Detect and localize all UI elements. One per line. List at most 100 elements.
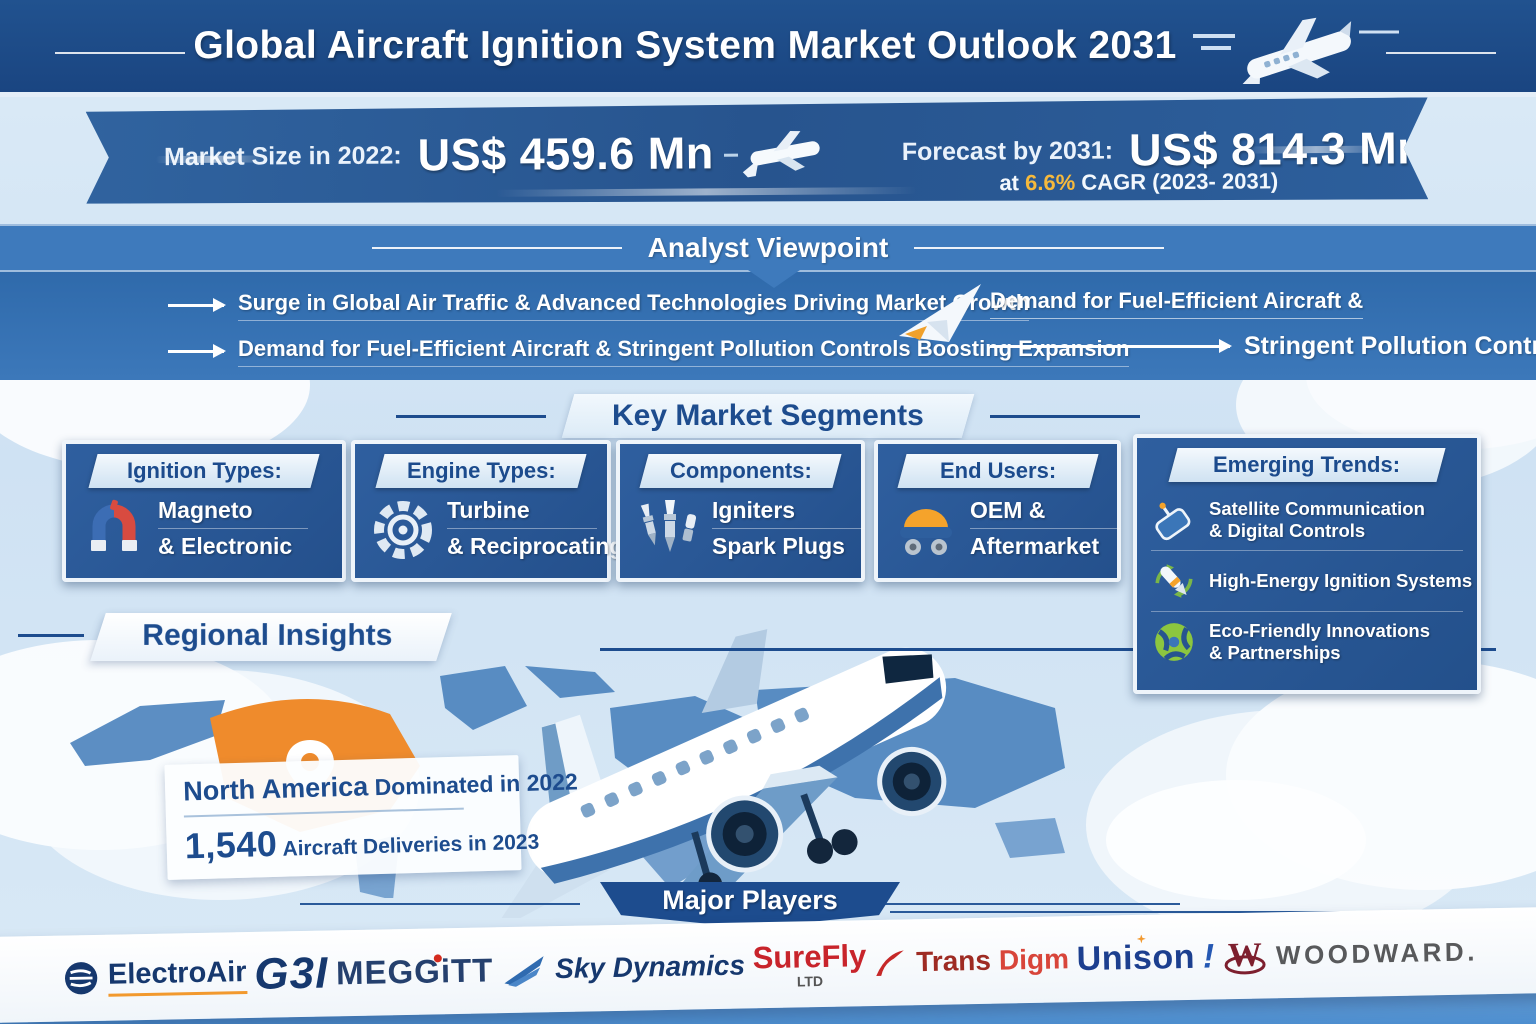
cloud-decoration [1106,780,1366,900]
arrow-right-icon [168,298,226,312]
speed-streak [156,155,266,163]
arrow-right-icon [990,339,1232,353]
segment-value: & Reciprocating [447,532,624,559]
forecast-label: Forecast by 2031: [901,136,1114,166]
segment-card-header: Components: [639,454,842,488]
cagr-prefix: at [999,170,1026,196]
trend-line: & Digital Controls [1209,520,1366,541]
segment-value: Magneto [158,496,253,523]
emerging-trends-header: Emerging Trends: [1168,448,1446,482]
worker-helmet-icon [900,509,952,555]
segment-card-body: Turbine & Reciprocating [365,496,623,560]
header-rule [371,247,622,249]
trend-text: Eco-Friendly Innovations & Partnerships [1209,620,1430,664]
header-rule [989,414,1140,418]
divider [890,911,1450,913]
segment-card-header: Ignition Types: [88,454,320,488]
header-rule [18,634,84,637]
segment-card-header-text: Ignition Types: [126,458,282,483]
airplane-icon [1193,17,1399,84]
transdigm-icon [876,950,905,976]
regional-insights-title: Regional Insights [142,619,393,652]
cagr-note: at 6.6% CAGR (2023- 2031) [999,168,1278,196]
page-title: Global Aircraft Ignition System Market O… [193,24,1177,67]
analyst-viewpoint-title: Analyst Viewpoint [647,232,889,263]
analyst-viewpoint-header: Analyst Viewpoint [0,224,1536,272]
analyst-point-text: Stringent Pollution Controls [1244,332,1536,360]
analyst-point: Surge in Global Air Traffic & Advanced T… [168,290,1030,321]
analyst-point-text: Demand for Fuel-Efficient Aircraft & Str… [238,336,1130,367]
segment-card-header: End Users: [897,454,1098,488]
divider [300,903,580,905]
segment-card-header-text: End Users: [939,458,1056,483]
trend-item: High-Energy Ignition Systems [1151,550,1472,611]
emerging-trends-header-text: Emerging Trends: [1213,452,1401,477]
trend-line: Eco-Friendly Innovations [1209,620,1430,641]
regional-insights-banner: Regional Insights [90,613,452,661]
segment-value: Spark Plugs [712,532,845,559]
segment-card-engine-types: Engine Types: Turbine & Reciprocating [351,440,623,582]
trend-item: Satellite Communication & Digital Contro… [1151,490,1463,550]
logo-g3i: G3I [254,948,329,999]
segment-card-header-text: Components: [669,458,812,483]
spark-plugs-icon [640,500,697,552]
trend-text: Satellite Communication & Digital Contro… [1209,498,1425,542]
electroair-icon [64,962,98,995]
cagr-suffix: CAGR (2023- 2031) [1075,168,1279,195]
magnet-icon [91,499,137,551]
logo-subtext: LTD [796,972,824,989]
speed-streak [1246,146,1386,154]
segment-value: & Electronic [158,532,293,559]
woodward-icon: W [1224,937,1266,975]
header-bar: Global Aircraft Ignition System Market O… [0,0,1536,97]
logo-surefly: SureFly LTD [752,938,867,989]
divider [712,527,862,529]
segment-card-header: Engine Types: [375,454,587,488]
logo-text: Digm [998,943,1070,976]
deliveries-label: Aircraft Deliveries in 2023 [277,830,540,861]
logo-text: Trans [915,944,992,978]
major-players-logo-strip: ElectroAir G3I MEGGiTT Sky Dynamics Sure… [0,906,1536,1024]
analyst-point-text: Demand for Fuel-Efficient Aircraft & [990,288,1364,319]
turbine-icon [374,501,432,559]
segment-card-header-text: Engine Types: [406,458,556,483]
region-name: North America [182,771,369,807]
cagr-value: 6.6% [1024,169,1076,196]
segment-card-end-users: End Users: OEM & Aftermarket [874,440,1121,582]
analyst-point: Demand for Fuel-Efficient Aircraft & Str… [168,336,1130,367]
paper-plane-icon [899,284,981,342]
analyst-point: Demand for Fuel-Efficient Aircraft & [990,288,1364,319]
logo-dot-accent [433,954,442,963]
header-rule-right [1386,52,1496,54]
logo-unison: Unison! [1076,936,1215,979]
trend-line: & Partnerships [1209,642,1341,663]
emerging-trends-card: Emerging Trends: Satellite Communication… [1133,434,1481,694]
key-market-segments-title: Key Market Segments [612,399,924,432]
segment-card-body: Igniters Spark Plugs [630,496,862,560]
regional-callout-line1: North America Dominated in 2022 [182,768,578,808]
logo-text: WOODWARD. [1275,935,1479,970]
woodward-w-mark: W [1228,937,1263,975]
market-size-banner: Market Size in 2022: US$ 459.6 Mn Foreca… [86,97,1429,208]
analyst-viewpoint-body: Surge in Global Air Traffic & Advanced T… [0,272,1536,380]
regional-callout: North America Dominated in 2022 1,540 Ai… [164,755,578,880]
logo-text: ElectroAir [107,956,247,997]
arrow-right-icon [168,344,226,358]
market-size-value: US$ 459.6 Mn [417,127,714,181]
header-rule [396,414,547,418]
regional-callout-line2: 1,540 Aircraft Deliveries in 2023 [184,817,539,868]
header-rule [600,648,1496,651]
deliveries-value: 1,540 [184,822,278,867]
sky-dynamics-icon [504,956,544,987]
trend-text: High-Energy Ignition Systems [1209,570,1472,592]
divider [970,527,1120,529]
logo-woodward: W WOODWARD. [1222,929,1479,978]
segment-value: Igniters [712,496,796,523]
logo-text: Sky Dynamics [554,949,746,985]
segment-card-body: OEM & Aftermarket [888,496,1120,560]
segment-card-body: Magneto & Electronic [76,496,332,560]
segment-card-text: Turbine & Reciprocating [447,497,623,560]
logo-exclamation: ! [1202,936,1215,976]
ignition-recycle-icon [1155,564,1193,598]
